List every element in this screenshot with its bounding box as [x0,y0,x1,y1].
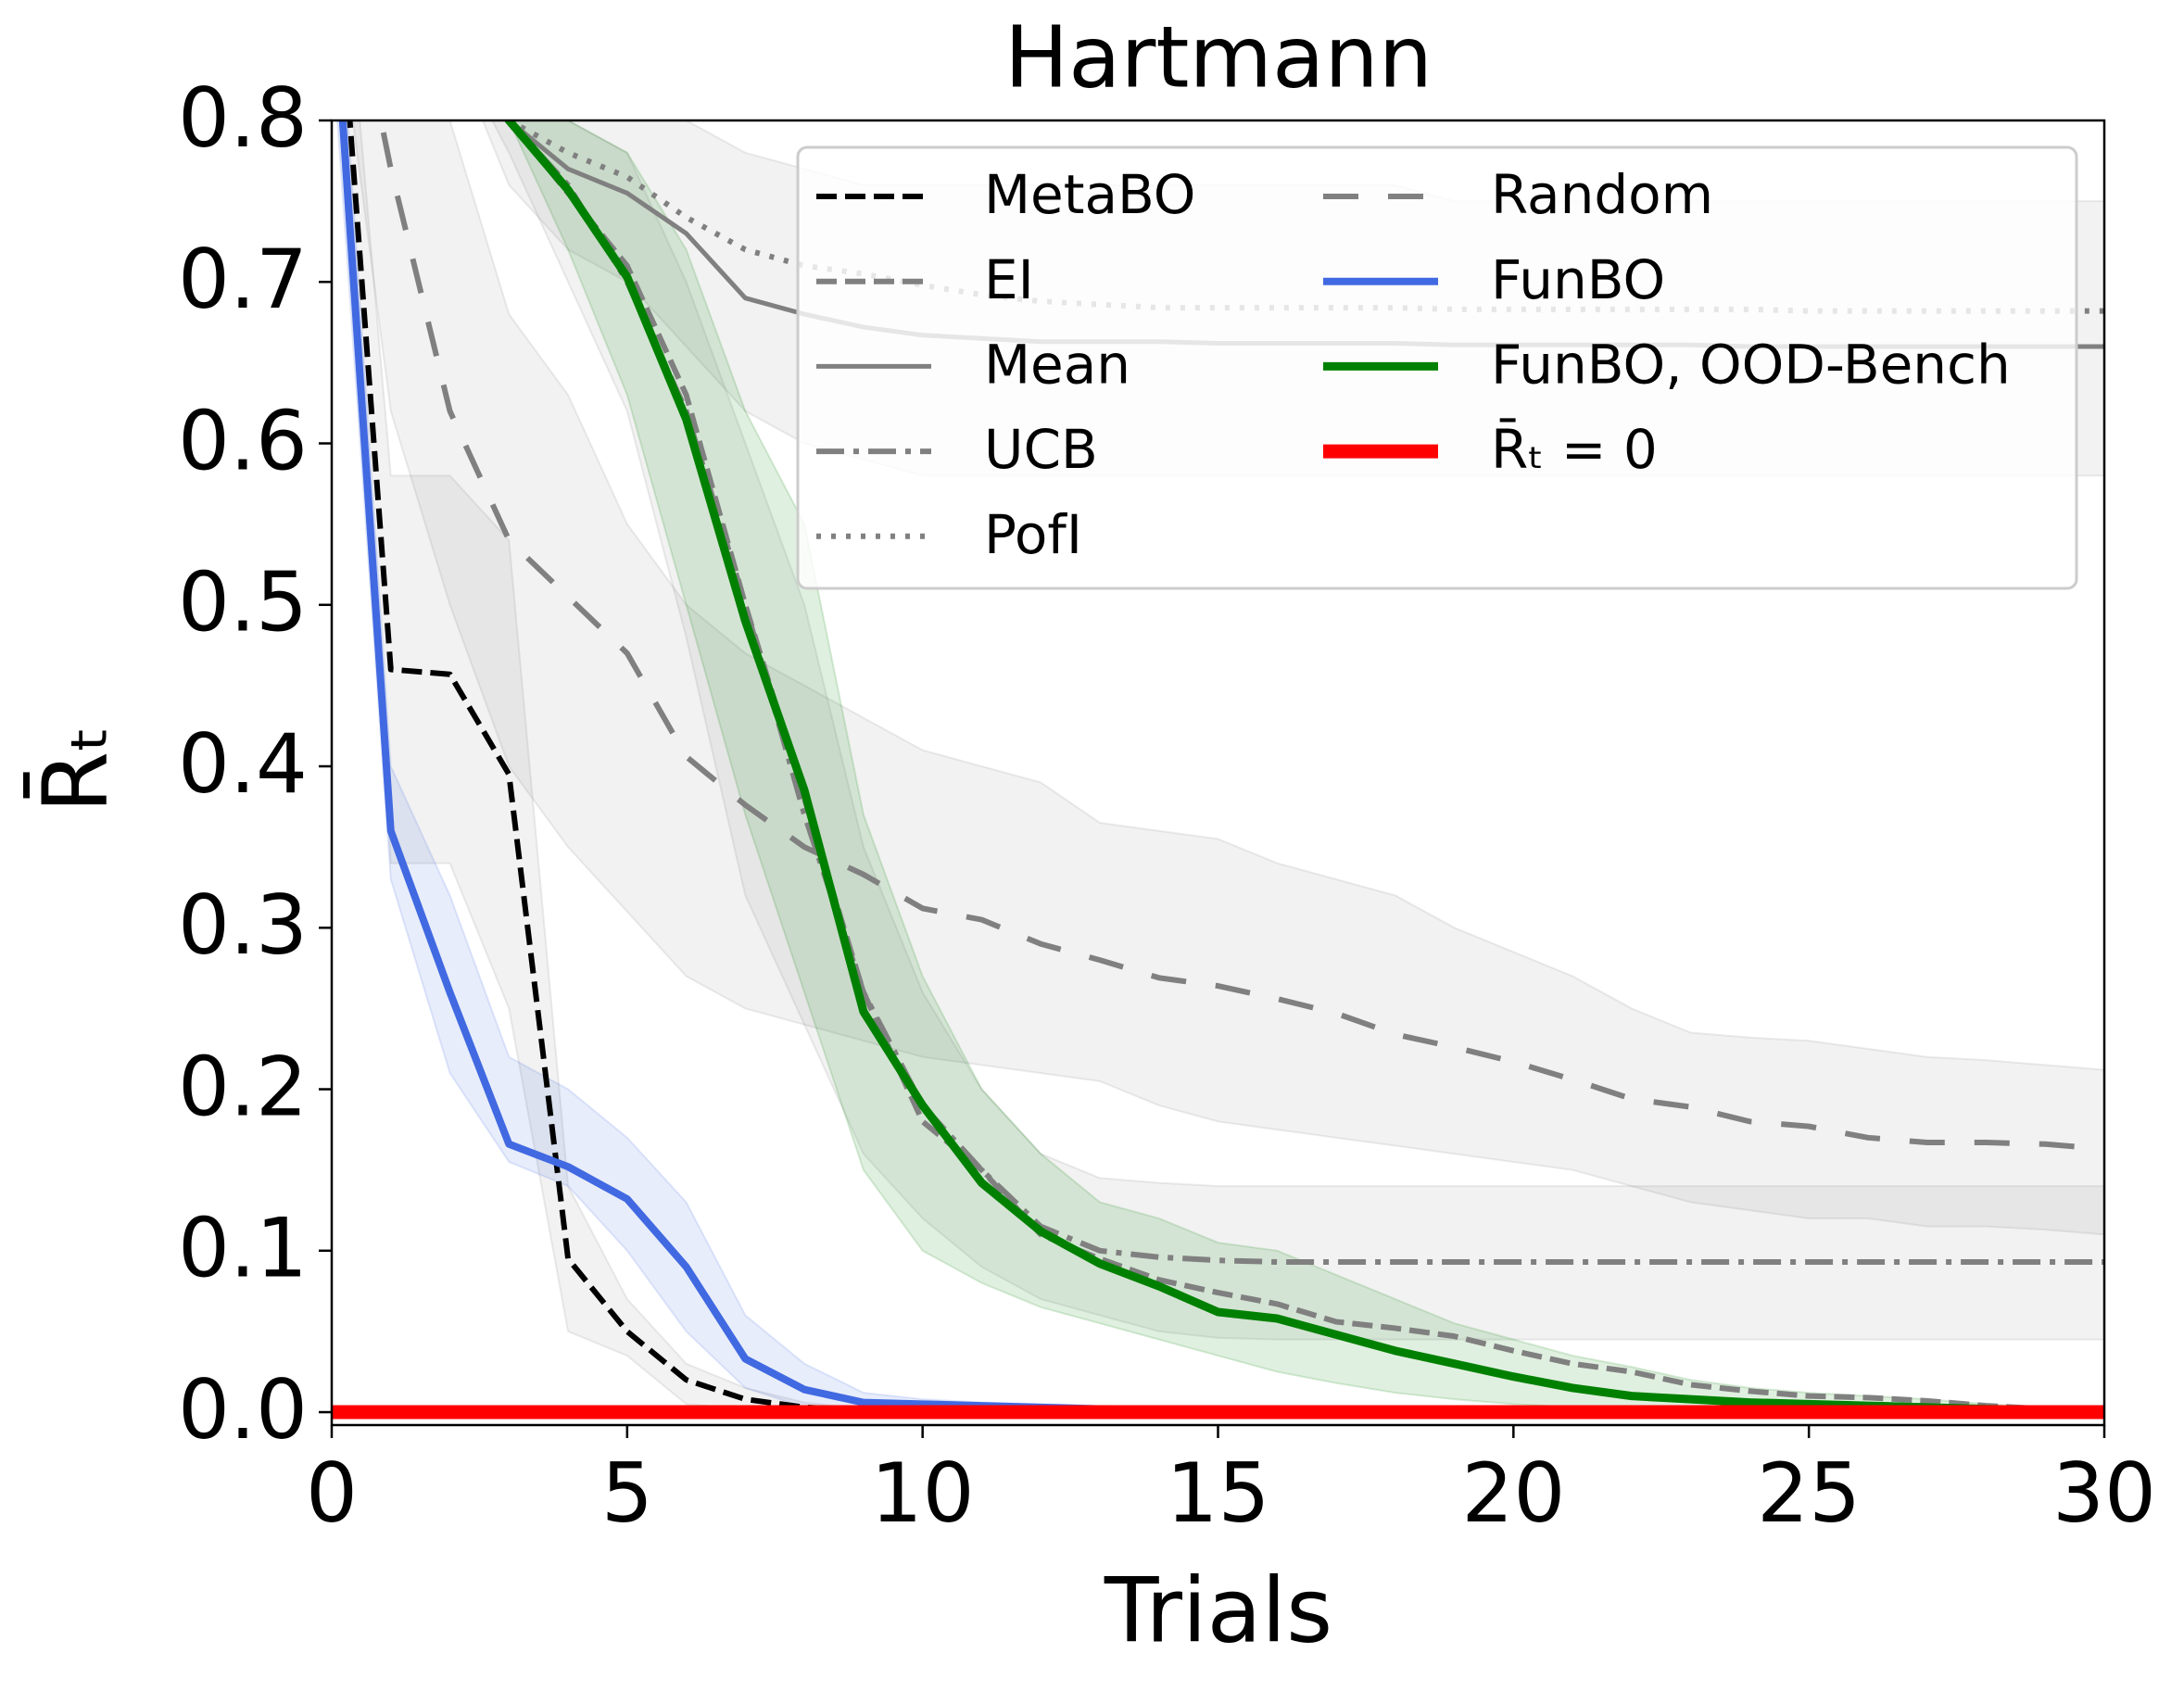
axes: 0 5 10 15 20 25 30 0.0 0.1 0.2 0.3 0.4 0.5 0.6 0.7 0.8 [178,70,2156,1541]
x-tick-label: 25 [1757,1445,1861,1541]
series-line [506,120,2104,1414]
series-line [506,120,2104,1265]
legend: MetaBO EI Mean UCB PofI Random FunBO FunBO, OOD… [796,145,2078,590]
x-axis-label: Trials [1104,1558,1332,1662]
series-line [504,120,2104,1415]
y-tick-label: 0.5 [178,555,308,650]
y-axis-label: R̄ₜ [23,725,128,813]
y-tick-label: 0.0 [178,1362,308,1458]
x-tick-label: 15 [1167,1445,1270,1541]
legend-label: FunBO, OOD-Bench [1491,334,2011,397]
x-tick-label: 20 [1461,1445,1565,1541]
legend-label: Random [1491,163,1713,226]
legend-label: Mean [984,334,1130,397]
legend-label: UCB [984,418,1098,481]
legend-label: R̄ₜ = 0 [1491,417,1658,482]
y-tick-label: 0.6 [178,393,308,488]
y-tick-label: 0.3 [178,877,308,973]
x-tick-label: 0 [306,1445,358,1541]
series-line [378,120,2104,1153]
y-tick-label: 0.2 [178,1039,308,1134]
legend-label: MetaBO [984,163,1195,226]
x-tick-label: 10 [871,1445,975,1541]
legend-label: PofI [984,503,1082,566]
legend-label: FunBO [1491,248,1665,311]
y-tick-label: 0.8 [178,70,308,166]
y-tick-label: 0.1 [178,1201,308,1296]
lines [332,120,2104,1420]
band [490,120,2104,1341]
legend-label: EI [984,248,1034,311]
x-tick-label: 30 [2052,1445,2156,1541]
y-tick-label: 0.7 [178,232,308,327]
x-tick-label: 5 [601,1445,653,1541]
chart-title: Hartmann [1004,7,1433,107]
y-tick-label: 0.4 [178,716,308,812]
